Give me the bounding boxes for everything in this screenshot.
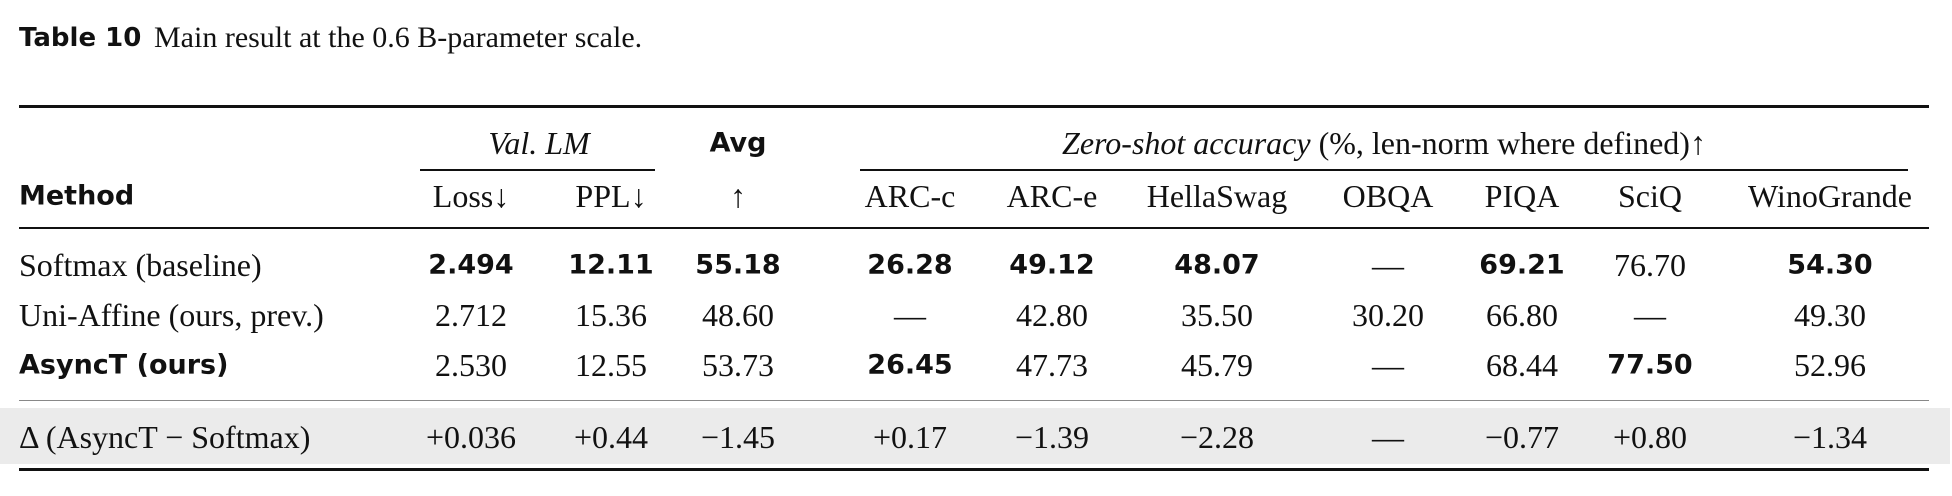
cell: — — [894, 297, 926, 333]
cell: −0.77 — [1484, 419, 1560, 455]
cell: 76.70 — [1614, 247, 1686, 283]
cell: 2.494 — [428, 249, 514, 281]
column-header: ↑ — [730, 178, 746, 214]
column-header: PIQA — [1484, 178, 1560, 214]
top-rule — [19, 105, 1929, 108]
cell: 12.55 — [575, 347, 647, 383]
row-label: AsyncT (ours) — [19, 349, 229, 381]
cell: +0.80 — [1612, 419, 1688, 455]
column-header: SciQ — [1618, 178, 1682, 214]
cell: 54.30 — [1787, 249, 1873, 281]
column-header: HellaSwag — [1146, 178, 1288, 214]
cell: 77.50 — [1607, 349, 1693, 381]
val-lm-rule — [420, 169, 655, 171]
cell: 15.36 — [575, 297, 647, 333]
cell: 48.60 — [702, 297, 774, 333]
cell: — — [1372, 247, 1404, 283]
cell: 45.79 — [1181, 347, 1253, 383]
cell: 53.73 — [702, 347, 774, 383]
cell: 26.28 — [867, 249, 953, 281]
cell: 42.80 — [1016, 297, 1088, 333]
cell: — — [1372, 419, 1404, 455]
zero-shot-title: Zero-shot accuracy — [1062, 125, 1311, 161]
cell: 49.30 — [1794, 297, 1866, 333]
caption-label: Table 10 — [19, 23, 142, 53]
cell: 52.96 — [1794, 347, 1866, 383]
row-label: Uni-Affine (ours, prev.) — [19, 297, 324, 333]
cell: −1.45 — [700, 419, 776, 455]
column-header: Loss↓ — [432, 178, 510, 214]
cell: 48.07 — [1174, 249, 1260, 281]
delta-band — [0, 408, 1950, 464]
cell: 55.18 — [695, 249, 781, 281]
cell: −2.28 — [1179, 419, 1255, 455]
cell: +0.17 — [872, 419, 948, 455]
row-label: Softmax (baseline) — [19, 247, 262, 283]
val-lm-header: Val. LM — [488, 125, 590, 161]
cell: +0.036 — [425, 419, 517, 455]
cell: 30.20 — [1352, 297, 1424, 333]
column-header: OBQA — [1342, 178, 1434, 214]
cell: 69.21 — [1479, 249, 1565, 281]
column-header: PPL↓ — [575, 178, 647, 214]
column-header: ARC-c — [864, 178, 956, 214]
cell: 66.80 — [1486, 297, 1558, 333]
cell: 12.11 — [568, 249, 654, 281]
delta-rule — [19, 400, 1929, 401]
column-header: WinoGrande — [1748, 178, 1912, 214]
cell: +0.44 — [573, 419, 649, 455]
cell: 2.530 — [435, 347, 507, 383]
cell: −1.39 — [1014, 419, 1090, 455]
column-header: Method — [19, 180, 135, 212]
column-header: ARC-e — [1006, 178, 1098, 214]
cell: 35.50 — [1181, 297, 1253, 333]
cell: 68.44 — [1486, 347, 1558, 383]
bottom-rule — [19, 468, 1929, 471]
cell: — — [1634, 297, 1666, 333]
header-rule — [19, 227, 1929, 229]
cell: — — [1372, 347, 1404, 383]
avg-header: Avg — [709, 127, 767, 159]
cell: 47.73 — [1016, 347, 1088, 383]
cell: −1.34 — [1792, 419, 1868, 455]
zero-shot-header: Zero-shot accuracy (%, len-norm where de… — [1062, 127, 1706, 159]
row-label: Δ (AsyncT − Softmax) — [19, 419, 311, 455]
zero-shot-note: (%, len-norm where defined)↑ — [1318, 125, 1706, 161]
zero-shot-rule — [860, 169, 1908, 171]
cell: 49.12 — [1009, 249, 1095, 281]
cell: 26.45 — [867, 349, 953, 381]
cell: 2.712 — [435, 297, 507, 333]
caption-text: Main result at the 0.6 B-parameter scale… — [154, 21, 643, 54]
